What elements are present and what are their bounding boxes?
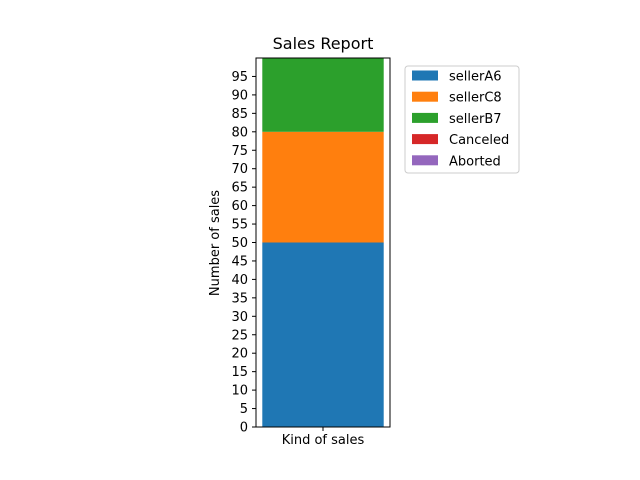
y-tick-label: 20	[231, 347, 248, 362]
y-tick-label: 95	[231, 70, 248, 85]
chart-title: Sales Report	[273, 34, 374, 53]
bar-segment-sellerB7	[262, 58, 384, 132]
bar-segment-sellerA6	[262, 242, 384, 427]
y-tick-label: 65	[231, 181, 248, 196]
y-tick-label: 45	[231, 254, 248, 269]
legend-swatch-sellerA6	[412, 70, 438, 81]
y-tick-label: 30	[231, 310, 248, 325]
y-tick-label: 5	[240, 402, 248, 417]
y-tick-label: 85	[231, 107, 248, 122]
legend-label-sellerB7: sellerB7	[449, 112, 502, 127]
legend-swatch-sellerB7	[412, 112, 438, 123]
y-axis-ticks: 0 5 10 15 20 25 30 35 40 45 50 55 60 65 70 75 80 85 90 95	[231, 70, 256, 436]
legend: sellerA6 sellerC8 sellerB7 Canceled Aborted	[404, 65, 520, 174]
legend-label-Aborted: Aborted	[449, 154, 501, 169]
legend-label-Canceled: Canceled	[449, 133, 509, 148]
legend-label-sellerA6: sellerA6	[449, 70, 502, 85]
x-axis-ticks: Kind of sales	[282, 427, 365, 448]
y-tick-label: 35	[231, 291, 248, 306]
y-tick-label: 25	[231, 328, 248, 343]
legend-label-sellerC8: sellerC8	[449, 91, 502, 106]
legend-swatch-Canceled	[412, 134, 438, 145]
legend-swatch-sellerC8	[412, 91, 438, 102]
y-tick-label: 90	[231, 88, 248, 103]
y-tick-label: 55	[231, 218, 248, 233]
y-tick-label: 0	[240, 421, 248, 436]
y-tick-label: 60	[231, 199, 248, 214]
y-tick-label: 70	[231, 162, 248, 177]
bar-segment-sellerC8	[262, 131, 384, 243]
y-tick-label: 80	[231, 125, 248, 140]
y-tick-label: 40	[231, 273, 248, 288]
y-tick-label: 50	[231, 236, 248, 251]
bars-layer	[262, 58, 384, 427]
x-tick-label: Kind of sales	[282, 433, 365, 448]
y-tick-label: 15	[231, 365, 248, 380]
y-axis-label: Number of sales	[208, 190, 223, 296]
legend-swatch-Aborted	[412, 155, 438, 166]
y-tick-label: 10	[231, 384, 248, 399]
y-tick-label: 75	[231, 144, 248, 159]
